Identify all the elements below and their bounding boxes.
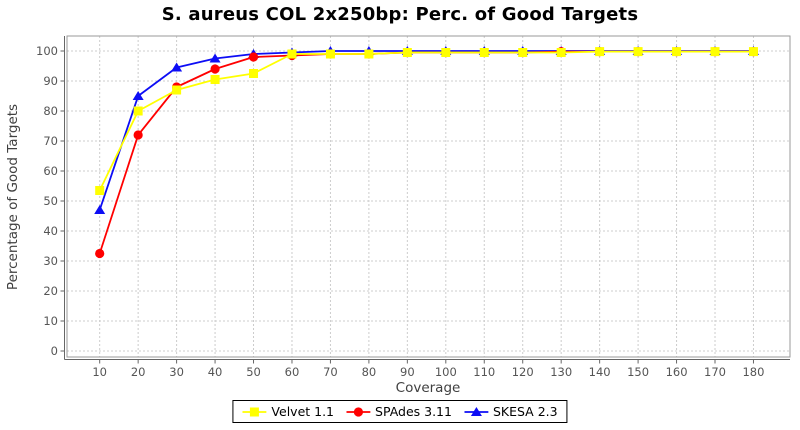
legend-label: SKESA 2.3 bbox=[492, 404, 558, 419]
data-point-velvet-1-1 bbox=[95, 186, 105, 195]
x-axis-title: Coverage bbox=[396, 380, 461, 396]
data-point-velvet-1-1 bbox=[710, 47, 720, 57]
data-point-skesa-2-3 bbox=[132, 91, 144, 100]
x-tick-label: 100 bbox=[435, 365, 457, 379]
series-line-spades-3-11 bbox=[98, 50, 754, 254]
y-tick-label: 90 bbox=[43, 74, 58, 88]
legend-item-skesa-2-3: SKESA 2.3 bbox=[463, 404, 558, 419]
data-point-velvet-1-1 bbox=[325, 49, 335, 59]
data-point-velvet-1-1 bbox=[210, 75, 220, 84]
legend-label: SPAdes 3.11 bbox=[375, 404, 452, 419]
data-point-velvet-1-1 bbox=[633, 47, 643, 57]
x-tick-label: 130 bbox=[550, 365, 572, 379]
x-tick-label: 150 bbox=[627, 365, 649, 379]
y-tick-label: 80 bbox=[43, 104, 58, 118]
chart-title: S. aureus COL 2x250bp: Perc. of Good Tar… bbox=[161, 4, 639, 25]
data-point-velvet-1-1 bbox=[595, 47, 605, 57]
x-tick-label: 30 bbox=[169, 365, 184, 379]
x-tick-label: 160 bbox=[666, 365, 688, 379]
x-tick-label: 140 bbox=[589, 365, 611, 379]
data-point-skesa-2-3 bbox=[209, 53, 221, 63]
data-point-velvet-1-1 bbox=[364, 49, 374, 59]
data-point-skesa-2-3 bbox=[94, 205, 106, 214]
data-point-velvet-1-1 bbox=[479, 48, 489, 57]
x-tick-label: 40 bbox=[208, 365, 223, 379]
data-point-spades-3-11 bbox=[210, 64, 220, 74]
x-tick-label: 10 bbox=[92, 365, 107, 379]
x-tick-label: 70 bbox=[323, 365, 338, 379]
x-tick-label: 110 bbox=[473, 365, 495, 379]
y-tick-label: 100 bbox=[36, 44, 58, 58]
square-marker-icon bbox=[242, 407, 267, 416]
data-point-velvet-1-1 bbox=[402, 48, 412, 57]
x-tick-label: 170 bbox=[704, 365, 726, 379]
data-point-velvet-1-1 bbox=[172, 85, 182, 95]
data-point-spades-3-11 bbox=[248, 52, 259, 62]
y-tick-label: 40 bbox=[43, 224, 58, 238]
x-tick-label: 90 bbox=[400, 365, 415, 379]
data-point-velvet-1-1 bbox=[672, 47, 682, 57]
x-tick-label: 60 bbox=[285, 365, 300, 379]
y-tick-label: 70 bbox=[43, 134, 58, 148]
data-point-velvet-1-1 bbox=[287, 49, 297, 59]
series-line-skesa-2-3 bbox=[98, 50, 754, 211]
data-point-velvet-1-1 bbox=[133, 106, 143, 116]
legend-item-velvet-1-1: Velvet 1.1 bbox=[242, 404, 334, 419]
chart-legend: Velvet 1.1 SPAdes 3.11 SKESA 2.3 bbox=[232, 400, 568, 423]
x-tick-label: 50 bbox=[246, 365, 261, 379]
y-tick-label: 0 bbox=[51, 344, 58, 358]
y-axis-title: Percentage of Good Targets bbox=[5, 104, 21, 290]
y-tick-label: 60 bbox=[43, 164, 58, 178]
y-tick-label: 30 bbox=[43, 254, 58, 268]
circle-marker-icon bbox=[346, 406, 371, 417]
data-point-velvet-1-1 bbox=[556, 48, 566, 57]
data-point-velvet-1-1 bbox=[249, 69, 259, 78]
series-line-velvet-1-1 bbox=[98, 50, 754, 191]
x-tick-label: 20 bbox=[131, 365, 146, 379]
y-tick-label: 20 bbox=[43, 284, 58, 298]
data-point-velvet-1-1 bbox=[748, 47, 758, 57]
y-tick-label: 10 bbox=[43, 314, 58, 328]
legend-item-spades-3-11: SPAdes 3.11 bbox=[346, 404, 452, 419]
triangle-marker-icon bbox=[463, 406, 488, 416]
y-tick-label: 50 bbox=[43, 194, 58, 208]
data-point-spades-3-11 bbox=[133, 130, 143, 140]
x-tick-label: 180 bbox=[742, 365, 764, 379]
data-point-velvet-1-1 bbox=[441, 48, 451, 57]
legend-label: Velvet 1.1 bbox=[271, 404, 335, 419]
x-tick-label: 80 bbox=[362, 365, 377, 379]
plot-border bbox=[66, 35, 791, 358]
data-point-skesa-2-3 bbox=[171, 62, 183, 72]
data-point-velvet-1-1 bbox=[518, 48, 528, 57]
x-tick-label: 120 bbox=[512, 365, 534, 379]
data-point-spades-3-11 bbox=[95, 248, 105, 259]
